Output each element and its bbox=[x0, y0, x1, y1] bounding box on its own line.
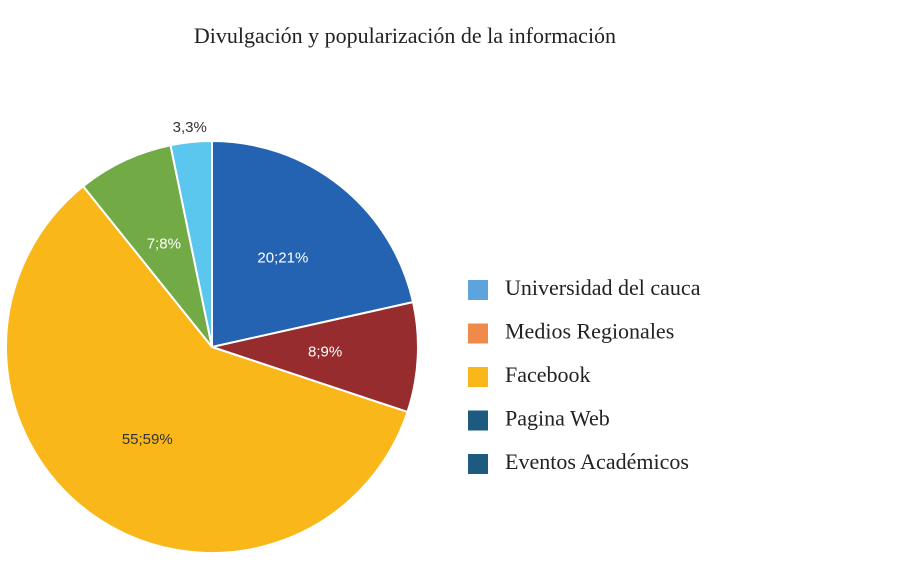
legend-label: Facebook bbox=[505, 362, 591, 387]
legend-swatch bbox=[468, 367, 488, 387]
slice-label: 20;21% bbox=[257, 250, 308, 267]
legend-swatch bbox=[468, 454, 488, 474]
slice-label: 7;8% bbox=[147, 235, 181, 252]
pie-slice bbox=[169, 139, 213, 348]
pie-slice bbox=[81, 144, 213, 348]
legend-label: Universidad del cauca bbox=[505, 275, 701, 300]
legend-swatch bbox=[468, 280, 488, 300]
pie-slice bbox=[208, 300, 419, 414]
legend-label: Eventos Académicos bbox=[505, 449, 689, 474]
pie-slice bbox=[5, 184, 409, 554]
slice-label: 55;59% bbox=[122, 431, 173, 448]
legend-label: Pagina Web bbox=[505, 406, 610, 431]
slice-label: 3,3% bbox=[173, 119, 207, 136]
chart-title: Divulgación y popularización de la infor… bbox=[194, 23, 616, 48]
legend-label: Medios Regionales bbox=[505, 319, 674, 344]
legend-swatch bbox=[468, 323, 488, 344]
slice-label: 8;9% bbox=[308, 344, 342, 361]
pie-slice bbox=[211, 139, 415, 349]
legend-swatch bbox=[468, 410, 488, 431]
